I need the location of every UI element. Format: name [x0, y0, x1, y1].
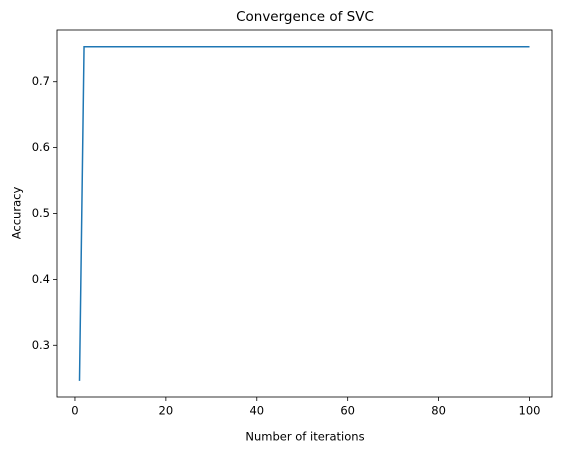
y-tick-label: 0.7 [32, 74, 50, 88]
chart-title: Convergence of SVC [236, 9, 374, 25]
y-tick-label: 0.5 [32, 206, 50, 220]
y-tick-label: 0.4 [32, 272, 50, 286]
x-tick-label: 60 [340, 404, 355, 418]
x-axis-label: Number of iterations [245, 430, 364, 444]
x-tick-label: 100 [519, 404, 541, 418]
y-tick-label: 0.3 [32, 338, 50, 352]
y-axis-label: Accuracy [10, 187, 24, 240]
x-tick-label: 20 [159, 404, 174, 418]
data-line [78, 46, 530, 381]
x-tick-label: 40 [249, 404, 264, 418]
x-tick-label: 0 [71, 404, 78, 418]
x-tick-label: 80 [431, 404, 446, 418]
y-tick-label: 0.6 [32, 140, 50, 154]
plot-frame [56, 29, 553, 398]
